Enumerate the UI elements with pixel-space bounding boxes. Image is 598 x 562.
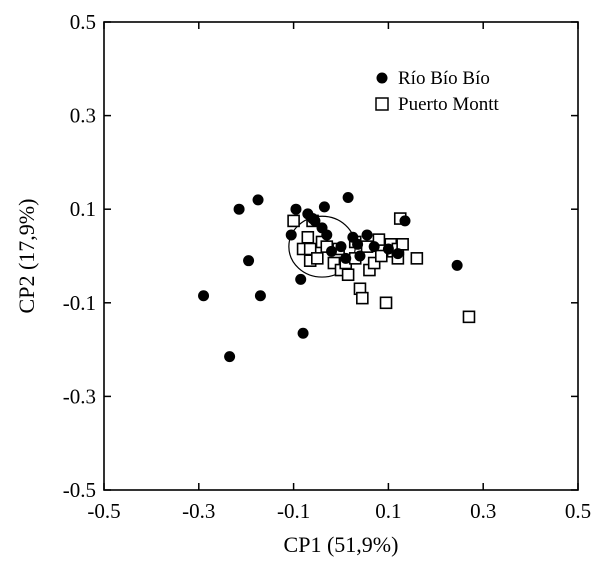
point-rio-bio-bio [254,290,266,302]
legend-label-rio-bio-bio: Río Bío Bío [398,68,490,89]
point-rio-bio-bio [198,290,210,302]
data-points [198,192,476,363]
legend: Río Bío Bío Puerto Montt [375,68,500,115]
x-axis-title: CP1 (51,9%) [284,532,399,557]
point-rio-bio-bio [451,259,463,271]
point-rio-bio-bio [285,229,297,241]
point-rio-bio-bio [326,245,338,257]
point-rio-bio-bio [354,250,366,262]
y-tick-label: -0.3 [63,384,96,408]
legend-marker-puerto-montt [375,97,389,111]
point-rio-bio-bio [368,241,380,253]
axis-ticks: -0.5 -0.3 -0.1 0.1 0.3 0.5 0.5 0.3 0.1 -0.1 -0.3 -0… [63,10,591,523]
point-rio-bio-bio [295,273,307,285]
point-rio-bio-bio [297,327,309,339]
point-rio-bio-bio [233,203,245,215]
x-tick-label: -0.1 [277,499,310,523]
point-rio-bio-bio [290,203,302,215]
legend-label-puerto-montt: Puerto Montt [398,94,500,115]
point-rio-bio-bio [342,192,354,203]
legend-marker-rio-bio-bio [376,72,388,84]
point-rio-bio-bio [309,215,321,227]
point-puerto-montt [341,268,355,282]
y-tick-label: 0.3 [70,104,96,128]
y-tick-label: -0.1 [63,291,96,315]
point-puerto-montt [287,214,300,228]
point-rio-bio-bio [318,201,330,213]
point-puerto-montt [301,230,315,244]
point-rio-bio-bio [321,229,333,241]
point-rio-bio-bio [361,229,373,241]
plot-frame [103,21,579,491]
point-rio-bio-bio [252,194,264,206]
y-tick-label: 0.5 [70,10,96,34]
point-rio-bio-bio [243,255,255,267]
x-tick-label: 0.1 [375,499,401,523]
point-puerto-montt [356,291,369,305]
point-puerto-montt [374,249,388,263]
y-axis-title: CP2 (17,9%) [14,199,39,314]
point-puerto-montt [462,310,476,324]
y-tick-label: -0.5 [63,478,96,502]
x-tick-label: -0.3 [182,499,215,523]
x-tick-label: -0.5 [87,499,120,523]
point-rio-bio-bio [335,241,347,253]
point-rio-bio-bio [340,252,352,264]
point-rio-bio-bio [399,215,411,227]
point-rio-bio-bio [382,243,394,255]
point-puerto-montt [310,252,324,265]
point-rio-bio-bio [392,248,404,260]
x-tick-label: 0.3 [470,499,496,523]
point-puerto-montt [379,296,393,310]
y-tick-label: 0.1 [70,197,96,221]
point-puerto-montt [396,238,409,251]
point-rio-bio-bio [352,238,364,250]
point-puerto-montt [410,252,424,265]
x-tick-label: 0.5 [565,499,591,523]
point-puerto-montt [367,256,381,270]
point-puerto-montt [327,256,341,270]
point-rio-bio-bio [224,351,236,363]
